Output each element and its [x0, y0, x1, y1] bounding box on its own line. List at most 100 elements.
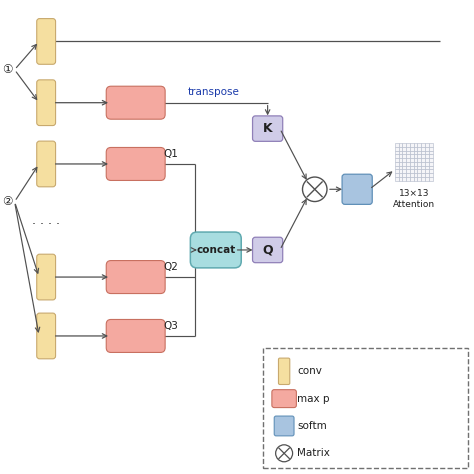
Text: softm: softm [297, 421, 327, 431]
Bar [402, 166, 406, 170]
Bar [395, 151, 399, 155]
Text: 13×13
Attention: 13×13 Attention [392, 189, 435, 209]
Bar [402, 158, 406, 162]
Bar [421, 170, 425, 173]
Bar [429, 155, 433, 158]
Bar [399, 147, 402, 151]
Bar [418, 177, 421, 181]
Bar [421, 173, 425, 177]
Bar [402, 170, 406, 173]
Bar [406, 166, 410, 170]
FancyBboxPatch shape [36, 141, 55, 187]
Bar [410, 155, 414, 158]
Bar [263, 348, 468, 468]
Bar [414, 155, 418, 158]
Bar [418, 158, 421, 162]
Bar [406, 151, 410, 155]
Bar [418, 151, 421, 155]
Bar [402, 143, 406, 147]
Bar [395, 162, 399, 166]
Bar [406, 162, 410, 166]
FancyBboxPatch shape [106, 86, 165, 119]
Bar [402, 173, 406, 177]
Bar [414, 162, 418, 166]
Bar [425, 158, 429, 162]
Text: concat: concat [196, 245, 236, 255]
Text: Q: Q [262, 244, 273, 256]
Bar [410, 173, 414, 177]
Bar [414, 158, 418, 162]
Bar [399, 166, 402, 170]
Bar [399, 173, 402, 177]
FancyBboxPatch shape [253, 116, 283, 141]
Bar [402, 155, 406, 158]
Bar [399, 143, 402, 147]
FancyBboxPatch shape [36, 313, 55, 359]
Bar [421, 147, 425, 151]
Bar [406, 158, 410, 162]
Bar [418, 147, 421, 151]
Bar [418, 166, 421, 170]
Bar [425, 177, 429, 181]
Bar [421, 155, 425, 158]
Bar [421, 166, 425, 170]
Bar [418, 162, 421, 166]
Text: Matrix: Matrix [297, 448, 330, 458]
Bar [402, 177, 406, 181]
Text: conv: conv [297, 366, 322, 376]
Bar [395, 166, 399, 170]
FancyBboxPatch shape [106, 319, 165, 353]
Bar [399, 170, 402, 173]
Bar [429, 177, 433, 181]
Bar [402, 162, 406, 166]
Circle shape [276, 445, 292, 462]
Bar [425, 170, 429, 173]
Bar [395, 158, 399, 162]
FancyBboxPatch shape [274, 416, 294, 436]
Bar [429, 162, 433, 166]
Bar [402, 151, 406, 155]
Bar [421, 177, 425, 181]
Text: Q3: Q3 [163, 320, 178, 330]
Bar [418, 143, 421, 147]
Bar [418, 155, 421, 158]
Text: max p: max p [297, 393, 330, 404]
Bar [429, 166, 433, 170]
Text: K: K [263, 122, 273, 135]
Bar [395, 143, 399, 147]
Bar [410, 162, 414, 166]
Bar [399, 155, 402, 158]
Bar [395, 170, 399, 173]
Bar [399, 177, 402, 181]
Text: transpose: transpose [188, 87, 240, 97]
Bar [425, 143, 429, 147]
Bar [425, 173, 429, 177]
FancyBboxPatch shape [36, 254, 55, 300]
Bar [429, 170, 433, 173]
Bar [410, 151, 414, 155]
Bar [406, 170, 410, 173]
Bar [399, 158, 402, 162]
Bar [406, 143, 410, 147]
FancyBboxPatch shape [36, 18, 55, 64]
Bar [395, 155, 399, 158]
Bar [429, 147, 433, 151]
FancyBboxPatch shape [106, 147, 165, 181]
Bar [406, 155, 410, 158]
Bar [421, 143, 425, 147]
Bar [395, 177, 399, 181]
Bar [410, 147, 414, 151]
FancyBboxPatch shape [272, 390, 296, 408]
Bar [410, 166, 414, 170]
Bar [425, 151, 429, 155]
Bar [399, 162, 402, 166]
Bar [410, 143, 414, 147]
Bar [414, 170, 418, 173]
Circle shape [302, 177, 327, 201]
Bar [429, 173, 433, 177]
Bar [418, 173, 421, 177]
FancyBboxPatch shape [191, 232, 241, 268]
Bar [414, 166, 418, 170]
FancyBboxPatch shape [253, 237, 283, 263]
Bar [425, 147, 429, 151]
